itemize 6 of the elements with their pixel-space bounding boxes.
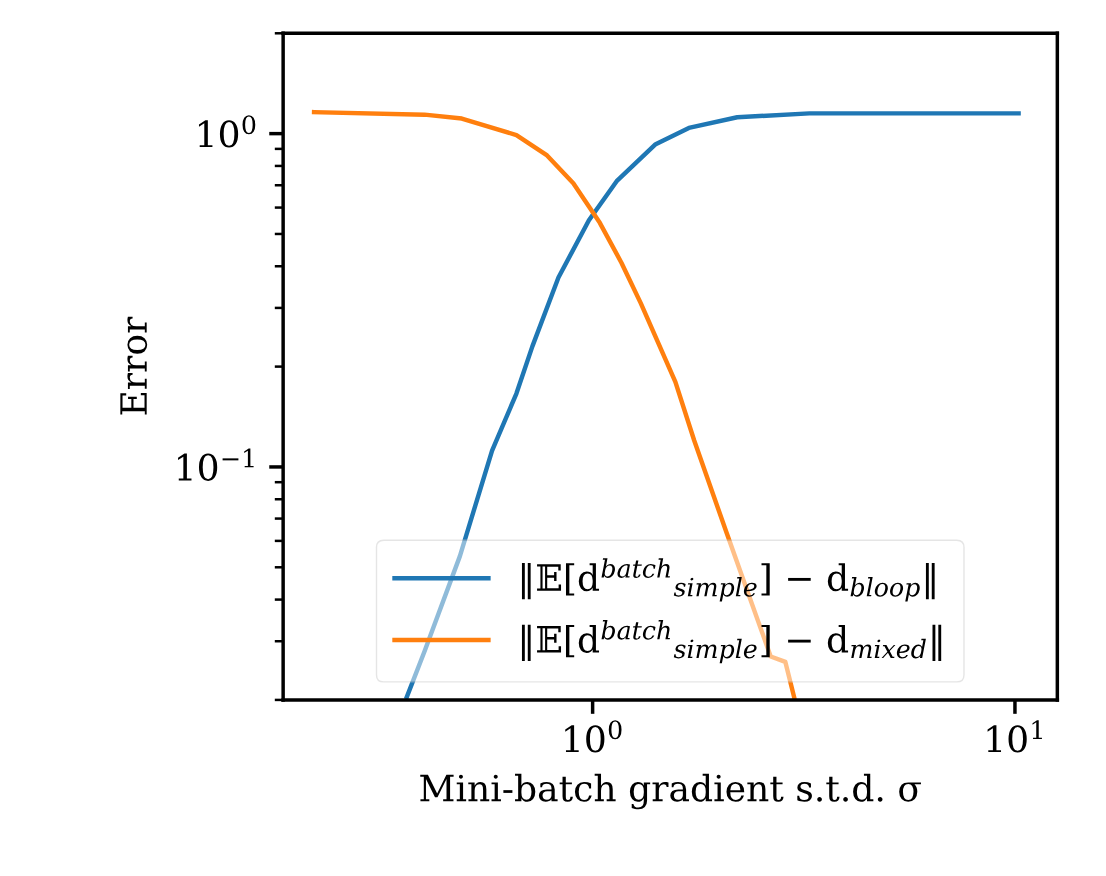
x-axis-title: Mini-batch gradient s.t.d. σ — [420, 773, 921, 810]
legend-label: ‖𝔼[d$^{batch}$$_{simple}$] − d$_{bloop}$‖ — [521, 558, 935, 602]
x-tick-label: 10$^{1}$ — [987, 720, 1042, 753]
y-tick-label: 10$^{−1}$ — [178, 448, 254, 481]
legend-label: ‖𝔼[d$^{batch}$$_{simple}$] − d$_{mixed}$‖ — [521, 620, 942, 664]
y-axis-title: Error — [120, 316, 148, 415]
